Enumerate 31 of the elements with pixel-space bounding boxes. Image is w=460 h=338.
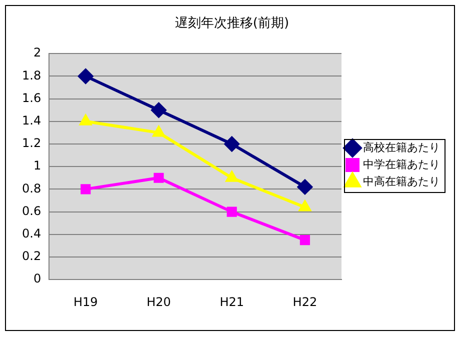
point [80, 114, 92, 126]
y-tick-label: 0.6 [22, 204, 42, 218]
y-tick-label: 1.6 [22, 90, 42, 105]
legend-label: 中高在籍あたり [363, 174, 440, 188]
y-tick-label: 1 [33, 158, 42, 173]
x-tick-label: H20 [146, 294, 171, 309]
point [78, 68, 94, 84]
x-tick-label: H22 [292, 294, 318, 309]
y-tick-label: 0.8 [22, 181, 42, 196]
x-tick-label: H19 [73, 294, 98, 309]
legend-label: 中学在籍あたり [363, 158, 440, 171]
point [152, 126, 165, 137]
x-tick-label: H21 [220, 294, 244, 309]
point [300, 235, 310, 246]
point [151, 102, 166, 118]
y-tick-label: 1.8 [22, 68, 42, 82]
y-tick-label: 2 [33, 46, 42, 60]
point [226, 171, 238, 182]
point [226, 206, 237, 217]
y-tick-label: 0 [33, 272, 42, 286]
point [224, 136, 240, 152]
legend-label: 高校在籍あたり [363, 140, 440, 154]
y-tick-label: 1.4 [22, 114, 42, 128]
y-tick-label: 0.4 [22, 226, 42, 241]
chart-title: 遅刻年次推移(前期) [174, 16, 290, 32]
point [80, 184, 91, 194]
point [154, 172, 164, 183]
y-tick-label: 0.2 [22, 249, 42, 264]
y-tick-label: 1.2 [22, 136, 42, 150]
point [297, 179, 312, 194]
point [299, 200, 311, 212]
